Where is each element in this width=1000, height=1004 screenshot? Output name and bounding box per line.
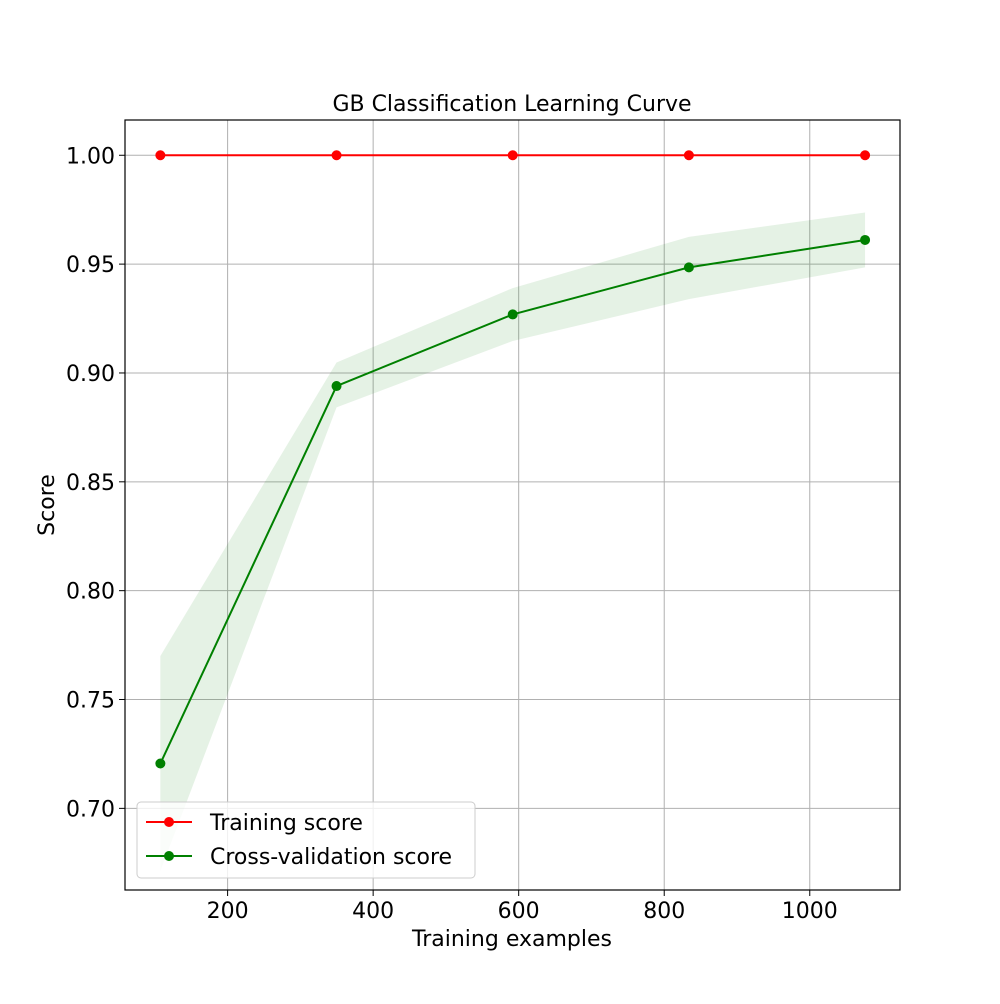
green-marker-icon <box>164 851 174 861</box>
data-point-marker <box>683 262 694 273</box>
y-tick-label: 0.80 <box>66 580 115 605</box>
x-tick-label: 400 <box>352 899 394 924</box>
x-tick-label: 1000 <box>782 899 838 924</box>
data-point-marker <box>507 150 518 161</box>
y-tick-label: 0.75 <box>66 689 115 714</box>
legend-item-training-score: Training score <box>146 811 363 836</box>
data-point-marker <box>860 234 871 245</box>
x-tick-label: 600 <box>498 899 540 924</box>
red-marker-icon <box>164 817 174 827</box>
y-tick-label: 0.70 <box>66 797 115 822</box>
data-point-marker <box>331 150 342 161</box>
band <box>160 212 866 872</box>
confidence-bands <box>160 212 866 872</box>
plot-area-frame <box>124 119 901 891</box>
y-axis-label: Score <box>35 474 60 536</box>
legend: Training score Cross-validation score <box>136 801 476 879</box>
x-axis-label: Training examples <box>411 927 612 952</box>
data-point-marker <box>683 150 694 161</box>
chart-title: GB Classification Learning Curve <box>332 92 691 117</box>
axis-ticks: 200 400 600 800 1000 0.70 0.75 0.80 0.85 0.90 0.95… <box>66 144 838 924</box>
y-tick-label: 1.00 <box>66 144 115 169</box>
data-series <box>155 150 871 769</box>
y-tick-label: 0.95 <box>66 253 115 278</box>
x-tick-label: 800 <box>643 899 685 924</box>
y-tick-label: 0.85 <box>66 471 115 496</box>
legend-box <box>136 801 476 879</box>
y-tick-label: 0.90 <box>66 362 115 387</box>
legend-item-cv-score: Cross-validation score <box>146 845 452 870</box>
data-point-marker <box>507 309 518 320</box>
data-point-marker <box>155 758 166 769</box>
grid-lines <box>125 120 900 890</box>
data-point-marker <box>155 150 166 161</box>
legend-label: Cross-validation score <box>210 845 452 870</box>
legend-label: Training score <box>209 811 363 836</box>
data-point-marker <box>331 381 342 392</box>
x-tick-label: 200 <box>207 899 249 924</box>
data-point-marker <box>860 150 871 161</box>
